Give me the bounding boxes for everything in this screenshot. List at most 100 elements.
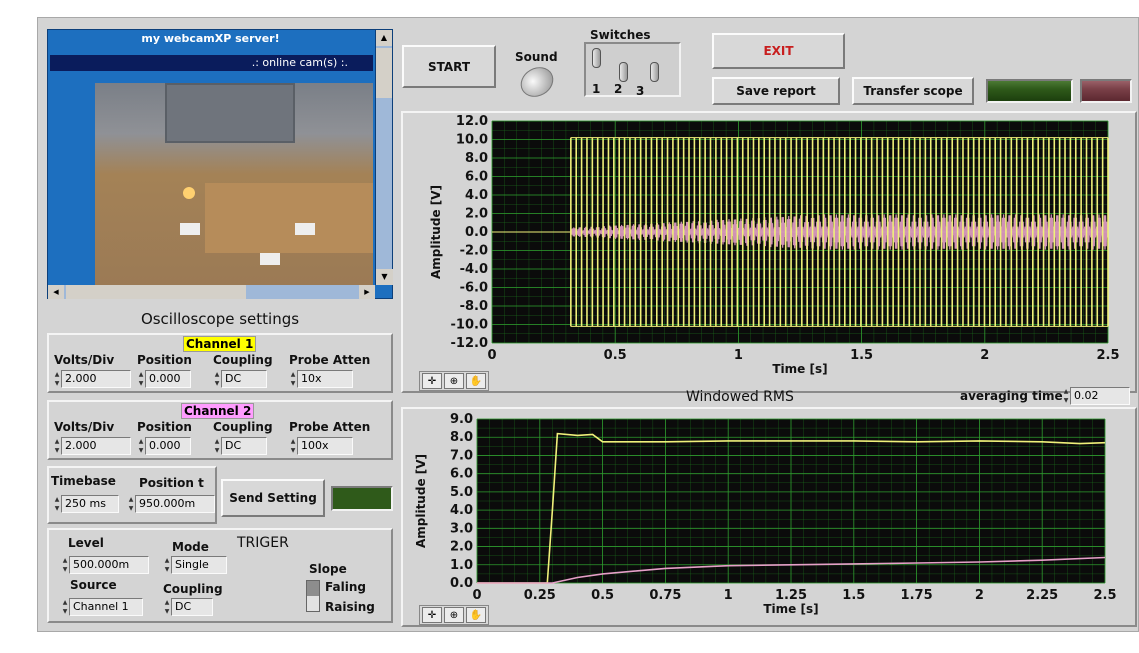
scroll-up-icon[interactable]: ▲ bbox=[376, 30, 392, 46]
position-t-label: Position t bbox=[139, 476, 204, 490]
save-report-button[interactable]: Save report bbox=[712, 77, 840, 105]
probe-atten-select[interactable]: 10x bbox=[297, 370, 353, 388]
spinner-icon[interactable]: ▲ ▼ bbox=[62, 599, 68, 615]
webcam-hscroll[interactable]: ◀ ▶ bbox=[48, 285, 375, 299]
trigger-coupling-control[interactable]: ▲ ▼ DC bbox=[163, 598, 213, 616]
scope-toolbar: ✛ ⊕ ✋ bbox=[419, 371, 489, 391]
source-select[interactable]: Channel 1 bbox=[69, 598, 143, 616]
webcam-status: .: online cam(s) :. bbox=[251, 56, 348, 69]
spinner-icon[interactable]: ▲ ▼ bbox=[54, 438, 60, 454]
source-control[interactable]: ▲ ▼ Channel 1 bbox=[61, 598, 143, 616]
probe-atten-control[interactable]: ▲ ▼ 10x bbox=[289, 370, 353, 388]
trigger-title: TRIGER bbox=[237, 535, 289, 551]
switch-1[interactable] bbox=[592, 48, 601, 68]
webcam-window: my webcamXP server! .: online cam(s) :. … bbox=[47, 29, 393, 299]
spinner-icon[interactable]: ▲ ▼ bbox=[1063, 388, 1069, 404]
level-label: Level bbox=[68, 536, 104, 550]
start-button[interactable]: START bbox=[402, 45, 496, 88]
channel1-tag: Channel 1 bbox=[183, 336, 257, 352]
coupling-control[interactable]: ▲ ▼ DC bbox=[213, 370, 267, 388]
position-control[interactable]: ▲ ▼ 0.000 bbox=[137, 370, 191, 388]
x-tick-label: 2 bbox=[975, 588, 984, 603]
y-tick-label: -4.0 bbox=[460, 262, 488, 277]
switch-3-label: 3 bbox=[636, 84, 645, 98]
y-tick-label: 4.0 bbox=[465, 188, 488, 203]
y-tick-label: 5.0 bbox=[450, 485, 473, 500]
averaging-time-input[interactable]: 0.02 bbox=[1070, 387, 1130, 405]
level-control[interactable]: ▲ ▼ 500.000m bbox=[61, 556, 149, 574]
spinner-icon[interactable]: ▲ ▼ bbox=[214, 438, 220, 454]
position-t-control[interactable]: ▲ ▼ 950.000m bbox=[127, 495, 215, 513]
switch-3[interactable] bbox=[650, 62, 659, 82]
spinner-icon[interactable]: ▲ ▼ bbox=[290, 438, 296, 454]
y-tick-label: -12.0 bbox=[451, 336, 488, 351]
scroll-right-icon[interactable]: ▶ bbox=[359, 285, 375, 299]
volts-div-control[interactable]: ▲ ▼ 2.000 bbox=[53, 437, 131, 455]
y-axis-label: Amplitude [V] bbox=[429, 185, 443, 279]
averaging-time-control[interactable]: ▲ ▼ 0.02 bbox=[1062, 387, 1130, 405]
spinner-icon[interactable]: ▲ ▼ bbox=[138, 438, 144, 454]
position-t-input[interactable]: 950.000m bbox=[135, 495, 215, 513]
send-setting-button[interactable]: Send Setting bbox=[221, 479, 325, 517]
zoom-icon[interactable]: ⊕ bbox=[444, 607, 464, 623]
x-tick-label: 0 bbox=[487, 348, 496, 363]
x-tick-label: 2.25 bbox=[1026, 588, 1058, 603]
scroll-down-icon[interactable]: ▼ bbox=[376, 269, 393, 285]
level-input[interactable]: 500.000m bbox=[69, 556, 149, 574]
spinner-icon[interactable]: ▲ ▼ bbox=[290, 371, 296, 387]
connector bbox=[180, 223, 200, 235]
scroll-thumb[interactable] bbox=[376, 48, 392, 98]
scroll-thumb[interactable] bbox=[66, 285, 246, 299]
send-setting-led bbox=[331, 486, 393, 511]
coupling-label: Coupling bbox=[163, 582, 223, 596]
spinner-icon[interactable]: ▲ ▼ bbox=[164, 599, 170, 615]
volts-div-input[interactable]: 2.000 bbox=[61, 437, 131, 455]
spinner-icon[interactable]: ▲ ▼ bbox=[128, 496, 134, 512]
coupling-label: Coupling bbox=[213, 353, 273, 367]
x-tick-label: 0.25 bbox=[524, 588, 556, 603]
switch-2[interactable] bbox=[619, 62, 628, 82]
y-tick-label: 8.0 bbox=[465, 151, 488, 166]
zoom-icon[interactable]: ⊕ bbox=[444, 373, 464, 389]
coupling-select[interactable]: DC bbox=[221, 437, 267, 455]
pan-hand-icon[interactable]: ✋ bbox=[466, 373, 486, 389]
spinner-icon[interactable]: ▲ ▼ bbox=[214, 371, 220, 387]
spinner-icon[interactable]: ▲ ▼ bbox=[62, 557, 68, 573]
y-tick-label: 9.0 bbox=[450, 412, 473, 427]
y-tick-label: -10.0 bbox=[451, 318, 488, 333]
spinner-icon[interactable]: ▲ ▼ bbox=[54, 371, 60, 387]
coupling-control[interactable]: ▲ ▼ DC bbox=[213, 437, 267, 455]
position-input[interactable]: 0.000 bbox=[145, 370, 191, 388]
timebase-select[interactable]: 250 ms bbox=[61, 495, 119, 513]
volts-div-input[interactable]: 2.000 bbox=[61, 370, 131, 388]
probe-atten-select[interactable]: 100x bbox=[297, 437, 353, 455]
volts-div-control[interactable]: ▲ ▼ 2.000 bbox=[53, 370, 131, 388]
mode-select[interactable]: Single bbox=[171, 556, 227, 574]
cursor-icon[interactable]: ✛ bbox=[422, 373, 442, 389]
spinner-icon[interactable]: ▲ ▼ bbox=[164, 557, 170, 573]
x-axis-label: Time [s] bbox=[772, 362, 827, 376]
webcam-feed bbox=[95, 83, 373, 286]
y-tick-label: 12.0 bbox=[456, 114, 488, 129]
y-tick-label: 1.0 bbox=[450, 558, 473, 573]
slope-switch[interactable] bbox=[306, 580, 320, 612]
position-control[interactable]: ▲ ▼ 0.000 bbox=[137, 437, 191, 455]
spinner-icon[interactable]: ▲ ▼ bbox=[54, 496, 60, 512]
channel2-tag: Channel 2 bbox=[181, 403, 255, 419]
spinner-icon[interactable]: ▲ ▼ bbox=[138, 371, 144, 387]
probe-atten-control[interactable]: ▲ ▼ 100x bbox=[289, 437, 353, 455]
mode-control[interactable]: ▲ ▼ Single bbox=[163, 556, 227, 574]
webcam-status-bar: .: online cam(s) :. bbox=[50, 55, 373, 71]
position-input[interactable]: 0.000 bbox=[145, 437, 191, 455]
webcam-vscroll[interactable]: ▲ ▼ bbox=[375, 30, 393, 285]
trigger-coupling-select[interactable]: DC bbox=[171, 598, 213, 616]
coupling-select[interactable]: DC bbox=[221, 370, 267, 388]
cursor-icon[interactable]: ✛ bbox=[422, 607, 442, 623]
pan-hand-icon[interactable]: ✋ bbox=[466, 607, 486, 623]
exit-button[interactable]: EXIT bbox=[712, 33, 845, 69]
rms-chart: 9.0 8.0 7.0 6.0 5.0 4.0 3.0 2.0 1.0 0.00 0.25 0.5 0.… bbox=[414, 412, 1117, 616]
transfer-scope-button[interactable]: Transfer scope bbox=[852, 77, 974, 105]
timebase-control[interactable]: ▲ ▼ 250 ms bbox=[53, 495, 119, 513]
x-tick-label: 0.75 bbox=[649, 588, 681, 603]
scroll-left-icon[interactable]: ◀ bbox=[48, 285, 64, 299]
